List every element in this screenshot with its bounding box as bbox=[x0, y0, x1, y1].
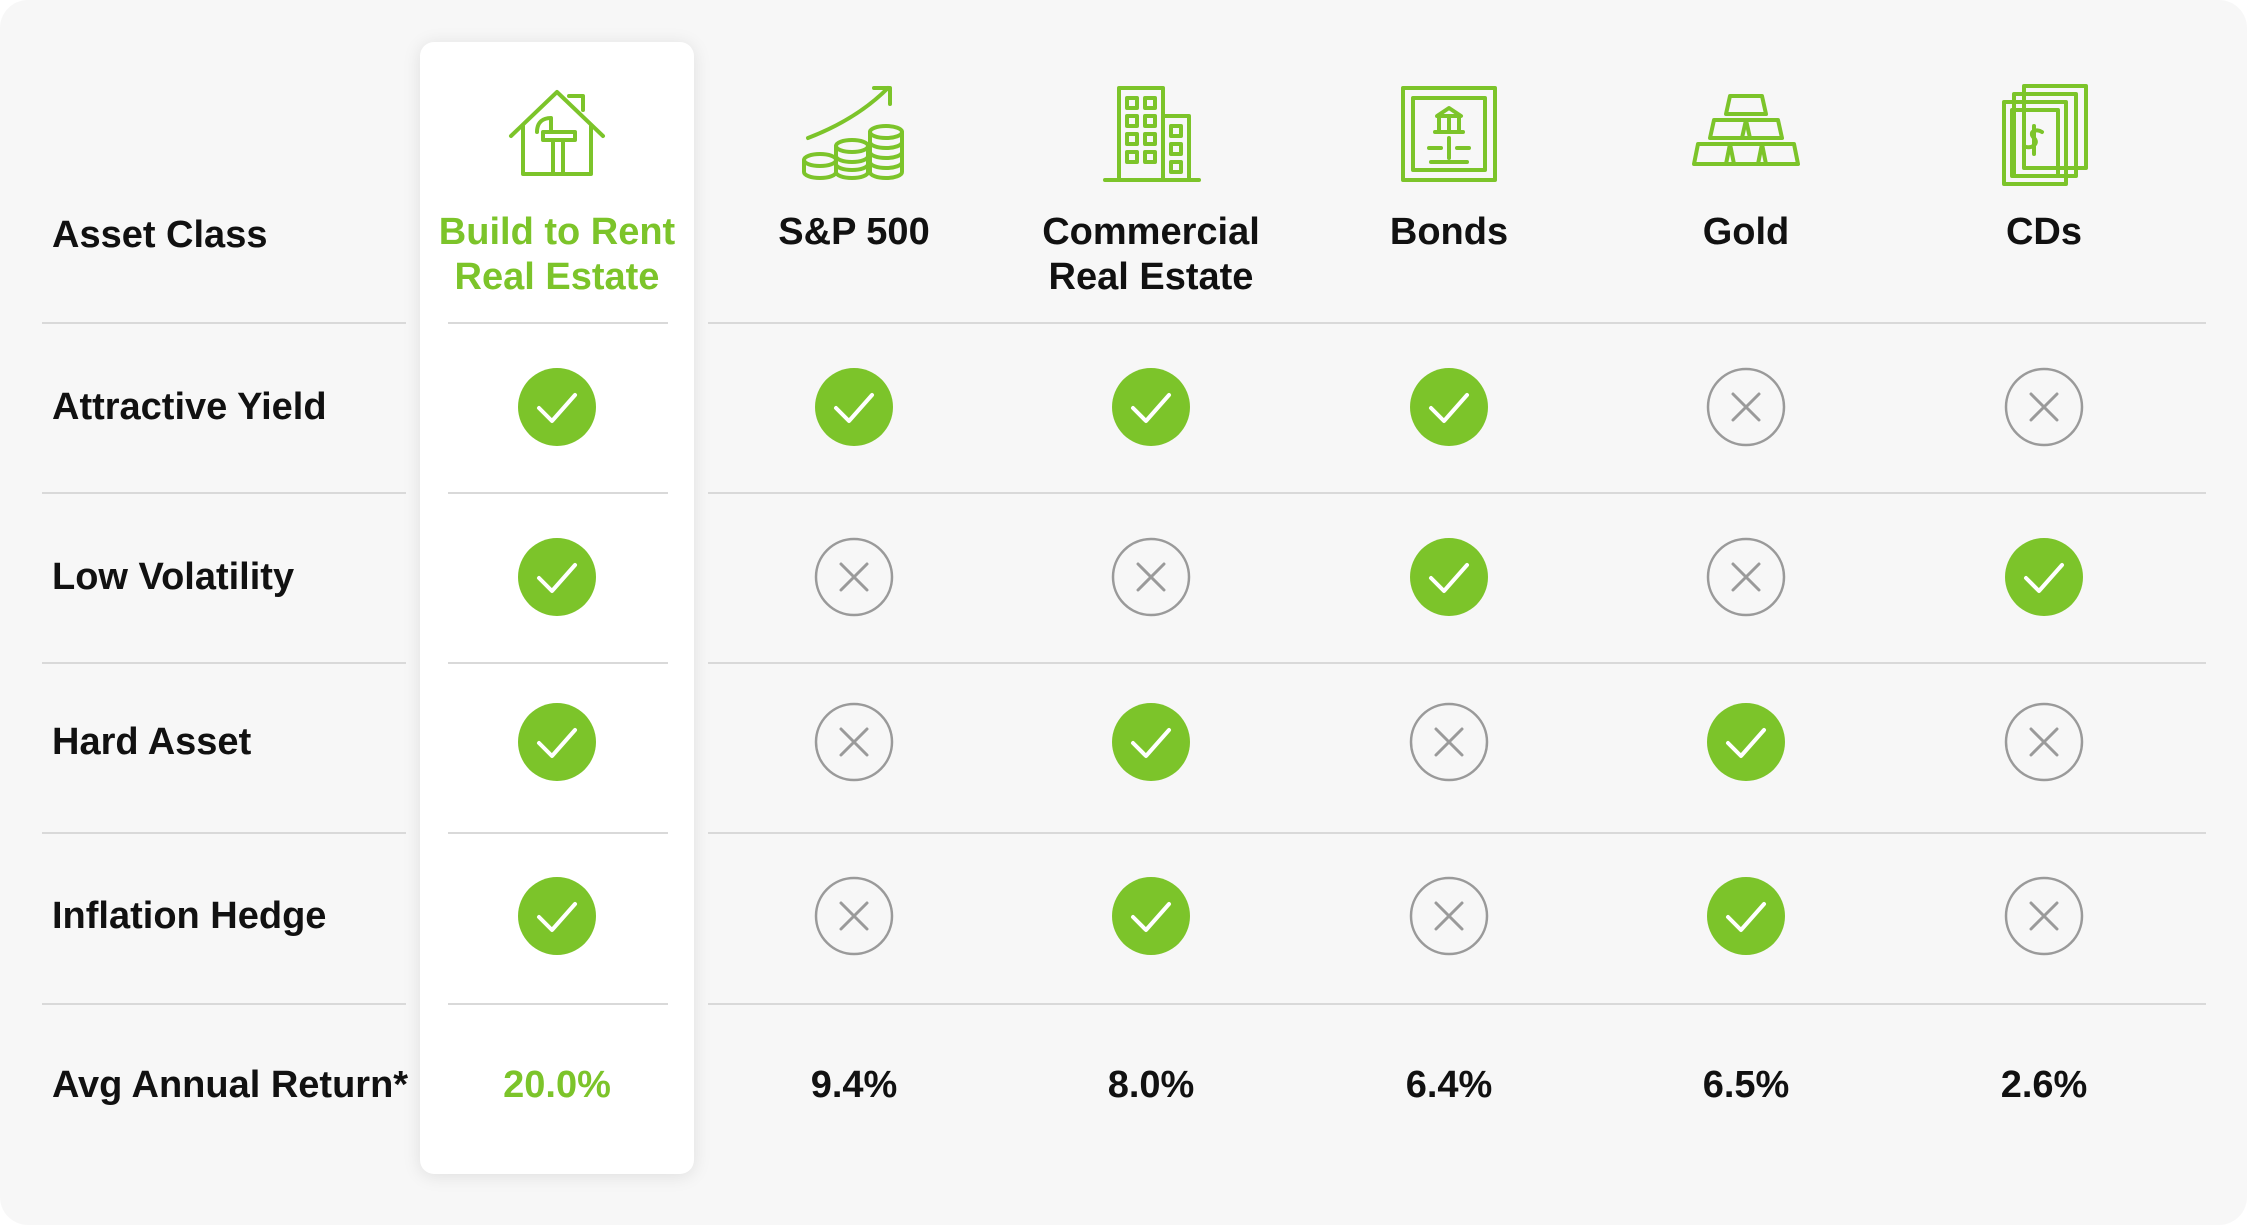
row-divider bbox=[42, 1003, 406, 1005]
row-label-yield: Attractive Yield bbox=[52, 386, 327, 428]
row-divider bbox=[708, 662, 2206, 664]
column-header-line: Real Estate bbox=[454, 256, 660, 298]
cross-icon bbox=[1706, 367, 1786, 447]
row-divider bbox=[42, 492, 406, 494]
row-divider bbox=[42, 832, 406, 834]
cross-icon bbox=[814, 702, 894, 782]
row-divider bbox=[42, 662, 406, 664]
column-header-line: Build to Rent bbox=[438, 211, 676, 253]
cross-icon bbox=[2004, 702, 2084, 782]
check-icon bbox=[1409, 537, 1489, 617]
column-header-line: CDs bbox=[2005, 211, 2083, 253]
return-row-label: Avg Annual Return* bbox=[52, 1064, 409, 1106]
cross-icon bbox=[2004, 876, 2084, 956]
row-divider bbox=[708, 1003, 2206, 1005]
column-header-1: S&P 500 bbox=[694, 210, 1014, 255]
bond-certificate-icon bbox=[1389, 74, 1509, 194]
column-header-line: Bonds bbox=[1389, 211, 1509, 253]
column-header-2: Commercial Real Estate bbox=[991, 210, 1311, 300]
return-value: 8.0% bbox=[1107, 1064, 1195, 1106]
cross-icon bbox=[1111, 537, 1191, 617]
check-icon bbox=[1409, 367, 1489, 447]
check-icon bbox=[2004, 537, 2084, 617]
return-value: 9.4% bbox=[810, 1064, 898, 1106]
return-value: 2.6% bbox=[2000, 1064, 2088, 1106]
cash-certificate-icon bbox=[1984, 74, 2104, 194]
row-label-hard: Hard Asset bbox=[52, 721, 252, 763]
cross-icon bbox=[1409, 876, 1489, 956]
check-icon bbox=[1111, 702, 1191, 782]
column-header-line: S&P 500 bbox=[778, 211, 930, 253]
column-header-line: Real Estate bbox=[1048, 256, 1254, 298]
cross-icon bbox=[814, 537, 894, 617]
row-divider bbox=[708, 492, 2206, 494]
coin-stack-growth-icon bbox=[794, 74, 914, 194]
check-icon bbox=[517, 876, 597, 956]
column-header-0: Build to Rent Real Estate bbox=[397, 210, 717, 300]
row-label-volatility: Low Volatility bbox=[52, 556, 295, 598]
check-icon bbox=[1111, 367, 1191, 447]
return-value: 20.0% bbox=[503, 1064, 611, 1106]
return-value: 6.4% bbox=[1405, 1064, 1493, 1106]
check-icon bbox=[517, 537, 597, 617]
check-icon bbox=[517, 702, 597, 782]
row-divider bbox=[448, 322, 668, 324]
cross-icon bbox=[1409, 702, 1489, 782]
gold-bars-icon bbox=[1686, 74, 1806, 194]
row-divider bbox=[708, 322, 2206, 324]
row-label-inflation: Inflation Hedge bbox=[52, 895, 327, 937]
check-icon bbox=[1111, 876, 1191, 956]
cross-icon bbox=[1706, 537, 1786, 617]
row-divider bbox=[448, 832, 668, 834]
row-divider bbox=[448, 662, 668, 664]
cross-icon bbox=[814, 876, 894, 956]
asset-class-header: Asset Class bbox=[52, 214, 268, 256]
check-icon bbox=[517, 367, 597, 447]
column-header-3: Bonds bbox=[1289, 210, 1609, 255]
column-header-line: Gold bbox=[1702, 211, 1790, 253]
row-divider bbox=[448, 492, 668, 494]
column-header-5: CDs bbox=[1884, 210, 2204, 255]
house-hammer-icon bbox=[497, 74, 617, 194]
row-divider bbox=[448, 1003, 668, 1005]
check-icon bbox=[814, 367, 894, 447]
row-divider bbox=[708, 832, 2206, 834]
return-value: 6.5% bbox=[1702, 1064, 1790, 1106]
check-icon bbox=[1706, 702, 1786, 782]
column-header-4: Gold bbox=[1586, 210, 1906, 255]
column-header-line: Commercial bbox=[1042, 211, 1260, 253]
office-building-icon bbox=[1091, 74, 1211, 194]
check-icon bbox=[1706, 876, 1786, 956]
cross-icon bbox=[2004, 367, 2084, 447]
row-divider bbox=[42, 322, 406, 324]
